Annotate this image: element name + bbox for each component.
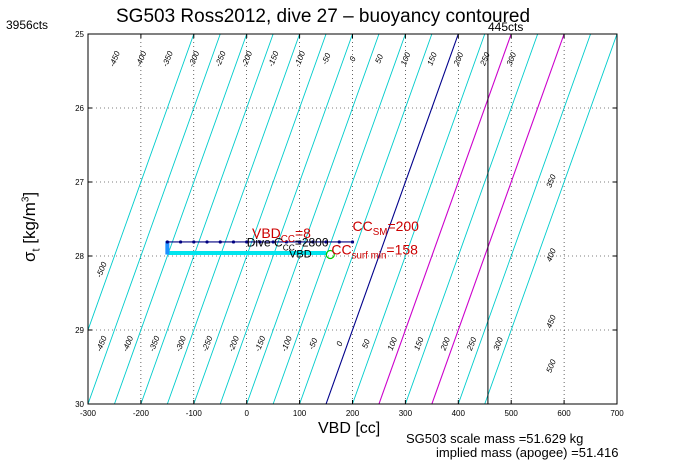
dive-point (192, 240, 196, 244)
x-tick-label: 300 (399, 409, 413, 418)
contour-line (299, 34, 433, 404)
dive-point (205, 240, 209, 244)
y-axis-symbol: σ (20, 251, 39, 263)
dive-point (178, 240, 183, 244)
contour-line (193, 34, 327, 404)
x-tick-label: -300 (80, 409, 97, 418)
dive-point (311, 240, 315, 244)
annotation-text: Dive CCC=2800 (247, 235, 329, 252)
contour-line (378, 34, 512, 404)
x-tick-label: 600 (557, 409, 571, 418)
annotation-rest: =158 (386, 242, 418, 258)
x-tick-label: -100 (186, 409, 203, 418)
x-tick-label: 0 (244, 409, 249, 418)
footer-mass-info: SG503 scale mass =51.629 kg implied mass… (406, 432, 618, 460)
contour-label: 0 (348, 55, 358, 63)
contour-line (404, 34, 539, 404)
x-tick-label: 400 (452, 409, 466, 418)
contour-line (325, 34, 459, 404)
y-axis-sup: 3 (20, 196, 32, 203)
corner-label-right: 445cts (488, 20, 524, 34)
surf-min-marker (325, 249, 335, 260)
contour-line (246, 34, 380, 404)
x-axis-label: VBD [cc] (318, 420, 381, 437)
annotation-sub: CC (283, 242, 295, 252)
x-tick-label: 700 (610, 409, 624, 418)
annotation-text: VBDCC=8 (252, 225, 311, 245)
contour-line (88, 34, 221, 404)
annotation-rest: =8 (295, 225, 311, 241)
x-tick-label: 100 (293, 409, 307, 418)
dive-point (271, 240, 275, 244)
y-axis-units: [kg/m (20, 202, 39, 244)
dive-point (324, 240, 328, 244)
contour-line (431, 34, 565, 404)
contour-line (272, 34, 406, 404)
contour-line (352, 34, 486, 404)
annotation-main: VBD (252, 225, 281, 241)
annotation-main: Dive C (247, 235, 283, 249)
annotation-sub: CC (281, 234, 295, 245)
annotation-main: CC (353, 218, 373, 234)
annotation-main: CC (331, 242, 351, 258)
dive-point (258, 240, 262, 244)
y-tick-label: 30 (75, 400, 84, 409)
annotation-main: VBD (289, 248, 312, 260)
dive-point (231, 240, 236, 244)
footer-scale-mass: SG503 scale mass =51.629 kg (406, 431, 584, 446)
dive-point (298, 240, 302, 244)
contour-line (88, 34, 195, 332)
contour-line (484, 34, 617, 404)
contour-label: 50 (360, 338, 372, 350)
contour-line (457, 34, 591, 404)
contour-line (114, 34, 248, 404)
x-tick-label: 200 (346, 409, 360, 418)
annotation-rest: =2800 (295, 235, 329, 249)
x-tick-label: 500 (505, 409, 519, 418)
y-axis-label: σt [kg/m3] (20, 192, 42, 262)
annotation-text: CCsurf min=158 (331, 242, 418, 262)
contour-line (140, 34, 274, 404)
corner-label-left: 3956cts (6, 18, 49, 32)
dive-point (245, 240, 249, 244)
dive-point (337, 240, 341, 244)
y-tick-label: 28 (75, 252, 84, 261)
contour-group (88, 34, 617, 404)
y-tick-label: 29 (75, 326, 84, 335)
x-tick-label: -200 (133, 409, 150, 418)
contour-line (219, 34, 353, 404)
contour-label: 0 (335, 340, 345, 348)
dive-point (284, 240, 288, 244)
annotation-rest: =200 (387, 218, 419, 234)
y-axis-sub: t (30, 248, 43, 252)
y-tick-label: 26 (75, 104, 84, 113)
annotation-text: CCSM=200 (353, 218, 420, 238)
annotation-sub: SM (373, 227, 388, 238)
dive-point (350, 240, 355, 244)
annotation-text: VBD (289, 248, 312, 260)
y-tick-label: 27 (75, 178, 84, 187)
dive-point (218, 240, 222, 244)
chart-title: SG503 Ross2012, dive 27 – buoyancy conto… (116, 6, 531, 27)
annotation-sub: surf min (352, 251, 387, 262)
contour-line (166, 34, 301, 404)
footer-implied-mass: implied mass (apogee) =51.416 (436, 445, 619, 460)
y-axis-close: ] (20, 191, 39, 197)
contour-label: -50 (307, 336, 320, 351)
contour-label: 50 (373, 53, 385, 65)
contour-label: -50 (320, 51, 333, 66)
y-tick-label: 25 (75, 30, 84, 39)
dive-point (165, 240, 169, 244)
